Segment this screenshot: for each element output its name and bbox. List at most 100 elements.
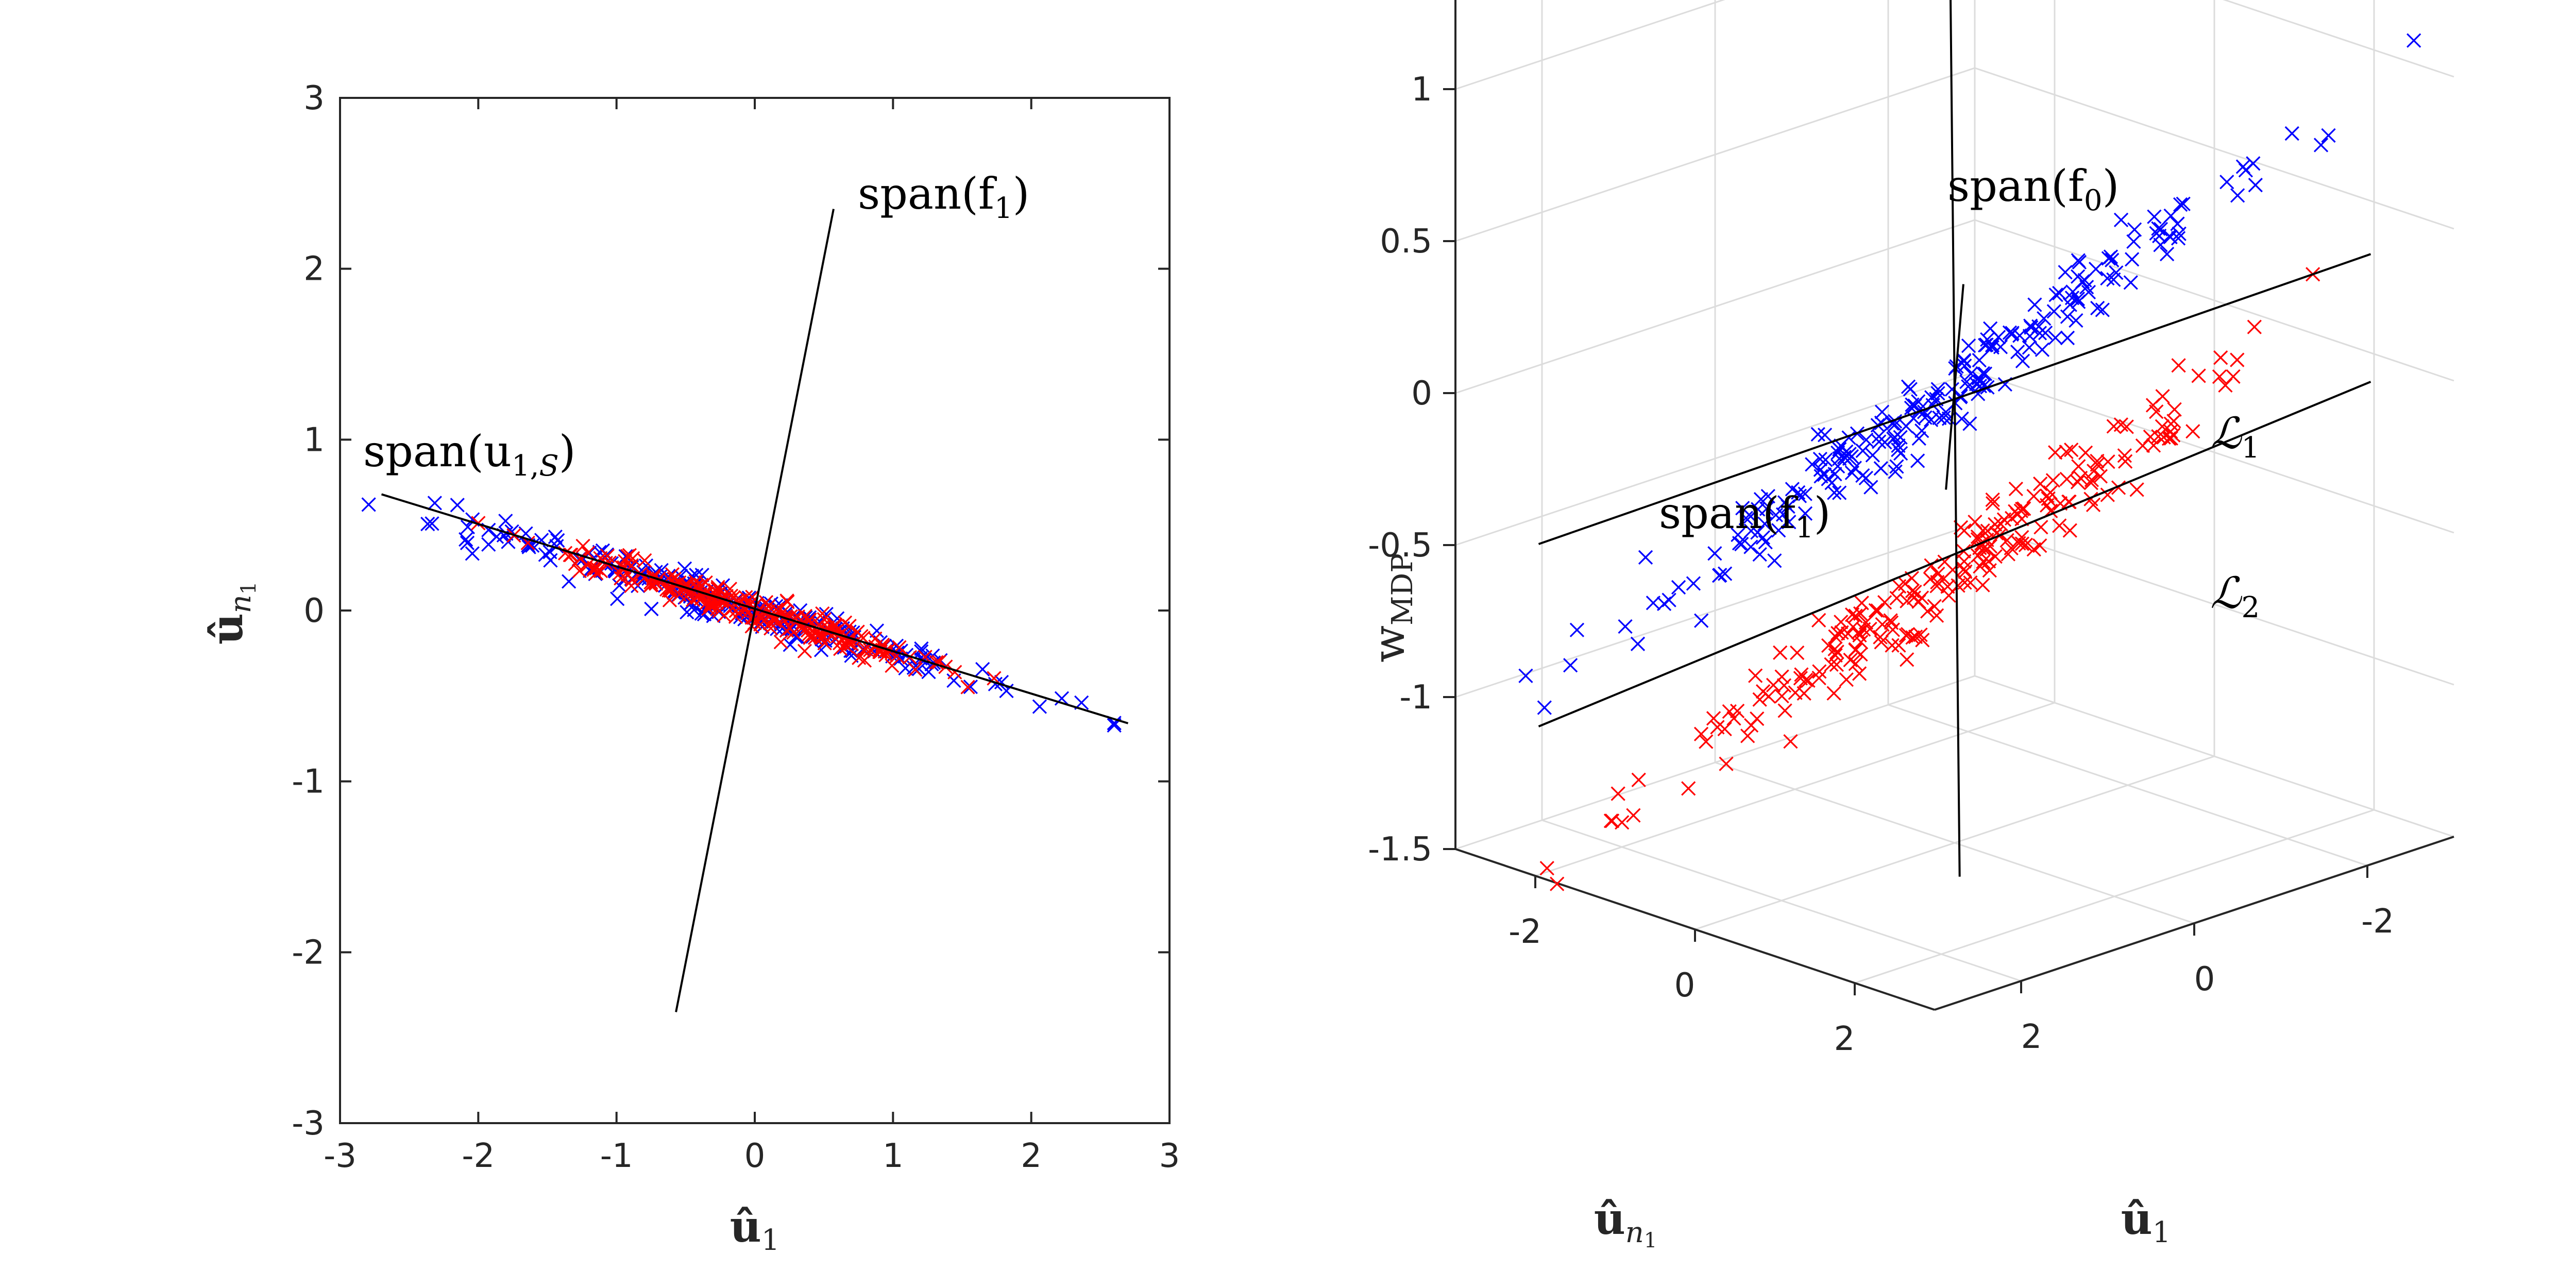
data-point-L2-cluster bbox=[1988, 549, 2003, 564]
data-point-L1-cluster bbox=[1563, 658, 1578, 673]
y-tick-label: 1 bbox=[303, 421, 325, 459]
data-point-L1-cluster bbox=[1717, 566, 1733, 581]
data-point-L1-cluster bbox=[1755, 530, 1771, 545]
data-point-L2-cluster bbox=[2026, 542, 2041, 557]
data-point-L2-cluster bbox=[1911, 594, 1926, 609]
data-point-L2-cluster bbox=[1626, 808, 1641, 823]
data-point-L2-cluster bbox=[1982, 563, 1997, 578]
data-point-L1-cluster bbox=[1936, 410, 1951, 425]
data-point-class-2 bbox=[960, 680, 975, 694]
line-span-f1-3d bbox=[1945, 284, 1964, 490]
data-point-L1-cluster bbox=[1930, 386, 1945, 401]
data-point-L2-cluster bbox=[1993, 517, 2008, 532]
data-point-class-2 bbox=[779, 594, 794, 608]
y-axis-label: ûn1 bbox=[201, 582, 261, 645]
data-point-class-2 bbox=[857, 653, 872, 668]
data-point-class-1 bbox=[975, 662, 990, 677]
data-point-L2-cluster bbox=[1870, 603, 1885, 618]
data-point-class-1 bbox=[819, 606, 834, 622]
data-point-L1-cluster bbox=[1569, 622, 1585, 637]
data-point-L2-cluster bbox=[2014, 536, 2029, 551]
data-point-L2-cluster bbox=[2129, 482, 2144, 497]
data-point-L1-cluster bbox=[2027, 297, 2042, 312]
data-point-L2-cluster bbox=[1845, 619, 1860, 634]
z-tick-label: -0.5 bbox=[1368, 527, 1432, 565]
data-point-L1-cluster bbox=[2230, 188, 2245, 203]
data-point-class-2 bbox=[827, 624, 842, 639]
data-point-L1-cluster bbox=[2038, 326, 2053, 341]
data-point-L1-cluster bbox=[1656, 596, 1672, 611]
data-point-L1-cluster bbox=[1827, 467, 1842, 482]
data-point-L2-cluster bbox=[2026, 489, 2041, 504]
data-point-L1-cluster bbox=[2173, 197, 2188, 212]
data-point-L1-cluster bbox=[1537, 700, 1552, 715]
data-point-L1-cluster bbox=[2010, 344, 2025, 360]
data-point-class-1 bbox=[911, 662, 926, 676]
data-point-class-2 bbox=[710, 580, 725, 595]
data-point-L2-cluster bbox=[1900, 652, 1914, 667]
data-point-L1-cluster bbox=[1810, 427, 1825, 442]
data-point-L1-cluster bbox=[2095, 302, 2110, 317]
data-point-L2-cluster bbox=[1722, 704, 1737, 719]
data-point-L1-cluster bbox=[2046, 304, 2061, 319]
data-point-L2-cluster bbox=[1900, 594, 1914, 608]
data-point-L2-cluster bbox=[1812, 664, 1827, 679]
data-point-L2-cluster bbox=[1834, 615, 1849, 630]
data-point-L1-cluster bbox=[1817, 428, 1833, 443]
data-point-L2-cluster bbox=[2143, 429, 2158, 445]
data-point-L1-cluster bbox=[1638, 550, 1653, 565]
data-point-L2-cluster bbox=[1970, 529, 1986, 545]
data-point-L1-cluster bbox=[2153, 238, 2168, 252]
data-point-L2-cluster bbox=[2247, 319, 2262, 334]
data-point-L1-cluster bbox=[1962, 416, 1977, 431]
data-point-L2-cluster bbox=[1923, 571, 1938, 586]
data-point-L2-cluster bbox=[1726, 711, 1741, 726]
data-point-L1-cluster bbox=[2123, 275, 2138, 290]
data-point-L2-cluster bbox=[1750, 711, 1765, 726]
data-point-class-2 bbox=[836, 630, 851, 645]
data-point-L1-cluster bbox=[1859, 432, 1874, 447]
data-point-L2-cluster bbox=[1681, 781, 1696, 796]
data-point-L1-cluster bbox=[1757, 516, 1772, 531]
data-point-L2-cluster bbox=[1877, 595, 1892, 610]
data-point-class-1 bbox=[420, 516, 435, 532]
data-point-class-2 bbox=[797, 643, 812, 658]
data-point-L1-cluster bbox=[1518, 668, 1533, 683]
data-point-class-1 bbox=[680, 605, 694, 620]
data-point-L1-cluster bbox=[2153, 222, 2168, 236]
data-point-L1-cluster bbox=[1818, 452, 1833, 467]
data-point-L1-cluster bbox=[1792, 488, 1807, 503]
data-point-L2-cluster bbox=[1826, 686, 1841, 701]
data-point-L1-cluster bbox=[1694, 613, 1709, 628]
data-point-class-2 bbox=[637, 553, 652, 568]
data-point-L2-cluster bbox=[2100, 487, 2115, 502]
data-point-L2-cluster bbox=[1811, 613, 1826, 628]
data-point-L1-cluster bbox=[1738, 511, 1753, 526]
data-point-L2-cluster bbox=[1963, 575, 1978, 590]
data-point-L1-cluster bbox=[1925, 398, 1940, 413]
data-point-L2-cluster bbox=[2106, 419, 2121, 434]
data-point-L2-cluster bbox=[2052, 518, 2067, 533]
data-point-L1-cluster bbox=[1905, 397, 1920, 412]
data-point-L2-cluster bbox=[1889, 590, 1904, 606]
un1-tick-label: 0 bbox=[1674, 967, 1696, 1005]
data-point-class-1 bbox=[644, 601, 659, 617]
data-point-L1-cluster bbox=[2022, 329, 2038, 344]
plot-3d-grid bbox=[1455, 0, 2454, 984]
data-point-L1-cluster bbox=[1630, 636, 1646, 651]
data-point-L2-cluster bbox=[2191, 368, 2206, 383]
data-point-L2-cluster bbox=[2212, 369, 2227, 384]
x-tick-label: 3 bbox=[1159, 1137, 1180, 1175]
y-tick-label: 3 bbox=[303, 79, 325, 117]
data-point-L1-cluster bbox=[1954, 411, 1969, 426]
data-point-L1-cluster bbox=[2105, 252, 2120, 267]
data-point-L2-cluster bbox=[1798, 672, 1814, 688]
data-point-L1-cluster bbox=[1863, 480, 1878, 495]
data-point-L2-cluster bbox=[1710, 720, 1725, 735]
data-point-L2-cluster bbox=[1936, 571, 1951, 586]
data-point-L1-cluster bbox=[1752, 547, 1767, 562]
data-point-class-2 bbox=[767, 609, 782, 624]
data-point-class-1 bbox=[427, 496, 442, 511]
data-point-class-1 bbox=[963, 679, 978, 694]
